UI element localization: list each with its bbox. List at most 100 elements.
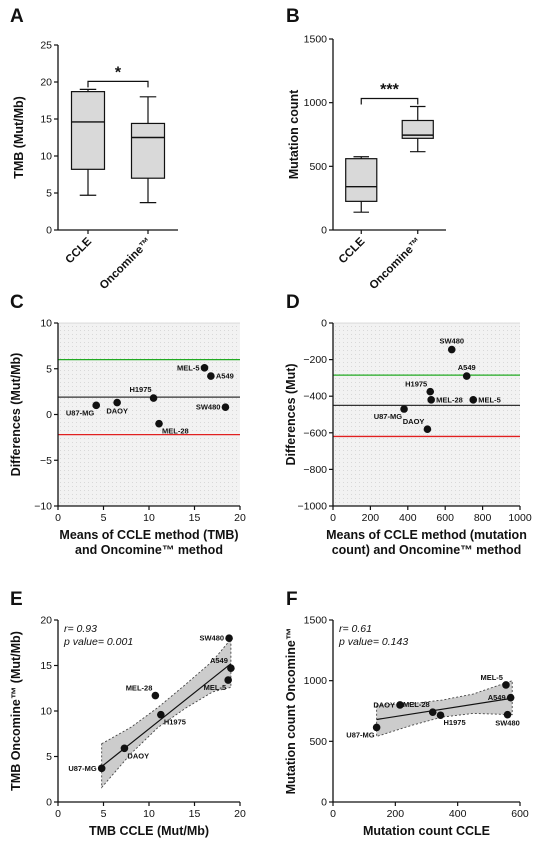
dot	[371, 330, 372, 331]
dot	[180, 446, 181, 447]
dot	[156, 354, 157, 355]
dot	[92, 366, 93, 367]
dot	[84, 410, 85, 411]
dot	[467, 474, 468, 475]
dot	[192, 350, 193, 351]
dot	[479, 390, 480, 391]
dot	[399, 478, 400, 479]
dot	[395, 490, 396, 491]
dot	[519, 354, 520, 355]
dot	[347, 342, 348, 343]
dot	[172, 486, 173, 487]
dot	[419, 398, 420, 399]
dot	[196, 410, 197, 411]
dot	[180, 490, 181, 491]
dot	[343, 430, 344, 431]
dot	[236, 494, 237, 495]
dot	[411, 386, 412, 387]
dot	[367, 426, 368, 427]
dot	[479, 366, 480, 367]
dot	[343, 414, 344, 415]
dot	[72, 474, 73, 475]
dot	[188, 498, 189, 499]
dot	[435, 454, 436, 455]
dot	[168, 486, 169, 487]
dot	[196, 426, 197, 427]
dot	[100, 490, 101, 491]
dot	[427, 402, 428, 403]
dot	[419, 366, 420, 367]
dot	[479, 398, 480, 399]
dot	[84, 390, 85, 391]
dot	[455, 406, 456, 407]
dot	[80, 334, 81, 335]
dot	[128, 450, 129, 451]
dot	[220, 390, 221, 391]
dot	[343, 498, 344, 499]
dot	[160, 458, 161, 459]
dot	[371, 498, 372, 499]
dot	[116, 430, 117, 431]
dot	[495, 386, 496, 387]
dot	[439, 366, 440, 367]
dot	[435, 398, 436, 399]
dot	[439, 382, 440, 383]
dot	[455, 326, 456, 327]
dot	[196, 450, 197, 451]
dot	[92, 362, 93, 363]
dot	[411, 374, 412, 375]
dot	[152, 414, 153, 415]
dot	[339, 418, 340, 419]
dot	[164, 446, 165, 447]
dot	[383, 370, 384, 371]
dot	[399, 462, 400, 463]
dot	[212, 394, 213, 395]
dot	[375, 410, 376, 411]
dot	[475, 466, 476, 467]
dot	[511, 386, 512, 387]
dot	[116, 418, 117, 419]
dot	[383, 358, 384, 359]
dot	[487, 370, 488, 371]
dot	[515, 374, 516, 375]
dot	[156, 342, 157, 343]
dot	[507, 346, 508, 347]
dot	[403, 354, 404, 355]
dot	[403, 478, 404, 479]
dot	[124, 498, 125, 499]
dot	[72, 394, 73, 395]
dot	[339, 498, 340, 499]
dot	[427, 466, 428, 467]
dot	[116, 446, 117, 447]
dot	[339, 410, 340, 411]
dot	[92, 482, 93, 483]
dot	[112, 438, 113, 439]
dot	[503, 482, 504, 483]
dot	[511, 494, 512, 495]
dot	[188, 466, 189, 467]
dot	[431, 490, 432, 491]
dot	[491, 486, 492, 487]
dot	[391, 362, 392, 363]
dot	[208, 366, 209, 367]
dot	[395, 410, 396, 411]
dot	[419, 466, 420, 467]
dot	[407, 338, 408, 339]
dot	[208, 466, 209, 467]
dot	[60, 326, 61, 327]
dot	[88, 386, 89, 387]
dot	[132, 350, 133, 351]
dot	[208, 330, 209, 331]
y-tick-label: 5	[46, 751, 52, 763]
dot	[339, 370, 340, 371]
dot	[108, 394, 109, 395]
dot	[228, 426, 229, 427]
dot	[160, 386, 161, 387]
dot	[395, 422, 396, 423]
dot	[427, 450, 428, 451]
dot	[196, 490, 197, 491]
dot	[64, 390, 65, 391]
dot	[64, 326, 65, 327]
dot	[367, 478, 368, 479]
dot	[495, 442, 496, 443]
